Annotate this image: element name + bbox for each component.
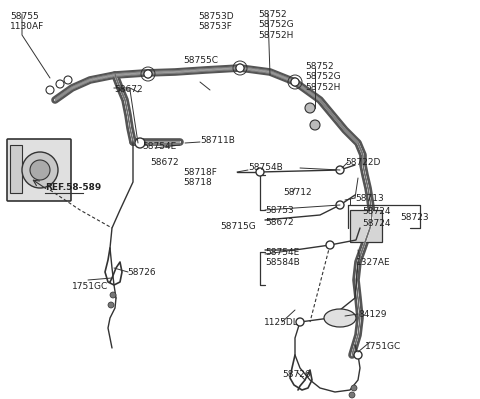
Text: 58723: 58723 [400, 213, 429, 222]
Text: 58752
58752G
58752H: 58752 58752G 58752H [305, 62, 341, 92]
Text: 58753D
58753F: 58753D 58753F [198, 12, 234, 32]
Text: 58755C: 58755C [183, 56, 218, 65]
Text: 58754B: 58754B [248, 163, 283, 172]
Text: 58724: 58724 [362, 207, 391, 216]
Text: 58711B: 58711B [200, 136, 235, 145]
Text: 58718F
58718: 58718F 58718 [183, 168, 217, 188]
FancyBboxPatch shape [7, 139, 71, 201]
Text: 58672: 58672 [150, 158, 179, 167]
Circle shape [236, 64, 244, 72]
Text: 1751GC: 1751GC [365, 342, 401, 351]
Text: 1327AE: 1327AE [356, 258, 391, 267]
Circle shape [326, 241, 334, 249]
Circle shape [336, 201, 344, 209]
Circle shape [135, 138, 145, 148]
Text: REF.58-589: REF.58-589 [45, 183, 101, 192]
Circle shape [351, 385, 357, 391]
Circle shape [291, 78, 299, 86]
Circle shape [144, 70, 152, 78]
Circle shape [256, 168, 264, 176]
Text: 1125DL: 1125DL [264, 318, 299, 327]
Text: 58724: 58724 [362, 219, 391, 228]
Circle shape [30, 160, 50, 180]
Circle shape [236, 64, 244, 72]
Circle shape [144, 70, 152, 78]
Text: 1751GC: 1751GC [72, 282, 108, 291]
Circle shape [310, 120, 320, 130]
Circle shape [22, 152, 58, 188]
Circle shape [354, 351, 362, 359]
Text: 58754E
58584B: 58754E 58584B [265, 248, 300, 267]
Text: 58726: 58726 [127, 268, 156, 277]
Text: 58672: 58672 [114, 85, 143, 94]
Text: 58753: 58753 [265, 206, 294, 215]
Circle shape [108, 302, 114, 308]
Circle shape [336, 166, 344, 174]
Text: 58752
58752G
58752H: 58752 58752G 58752H [258, 10, 294, 40]
Circle shape [305, 103, 315, 113]
Text: 58713: 58713 [355, 194, 384, 203]
Text: 58715G: 58715G [220, 222, 256, 231]
Circle shape [110, 292, 116, 298]
Text: 58672: 58672 [265, 218, 294, 227]
Circle shape [349, 392, 355, 398]
Text: 58712: 58712 [283, 188, 312, 197]
Bar [350, 210, 382, 242]
Circle shape [291, 78, 299, 86]
Text: 84129: 84129 [358, 310, 386, 319]
Bar [10, 145, 22, 193]
Text: 58726: 58726 [282, 370, 311, 379]
Ellipse shape [324, 309, 356, 327]
Text: 58755: 58755 [10, 12, 39, 21]
Circle shape [296, 318, 304, 326]
Text: 58754E: 58754E [142, 142, 176, 151]
Text: 1130AF: 1130AF [10, 22, 44, 31]
Text: 58722D: 58722D [345, 158, 380, 167]
